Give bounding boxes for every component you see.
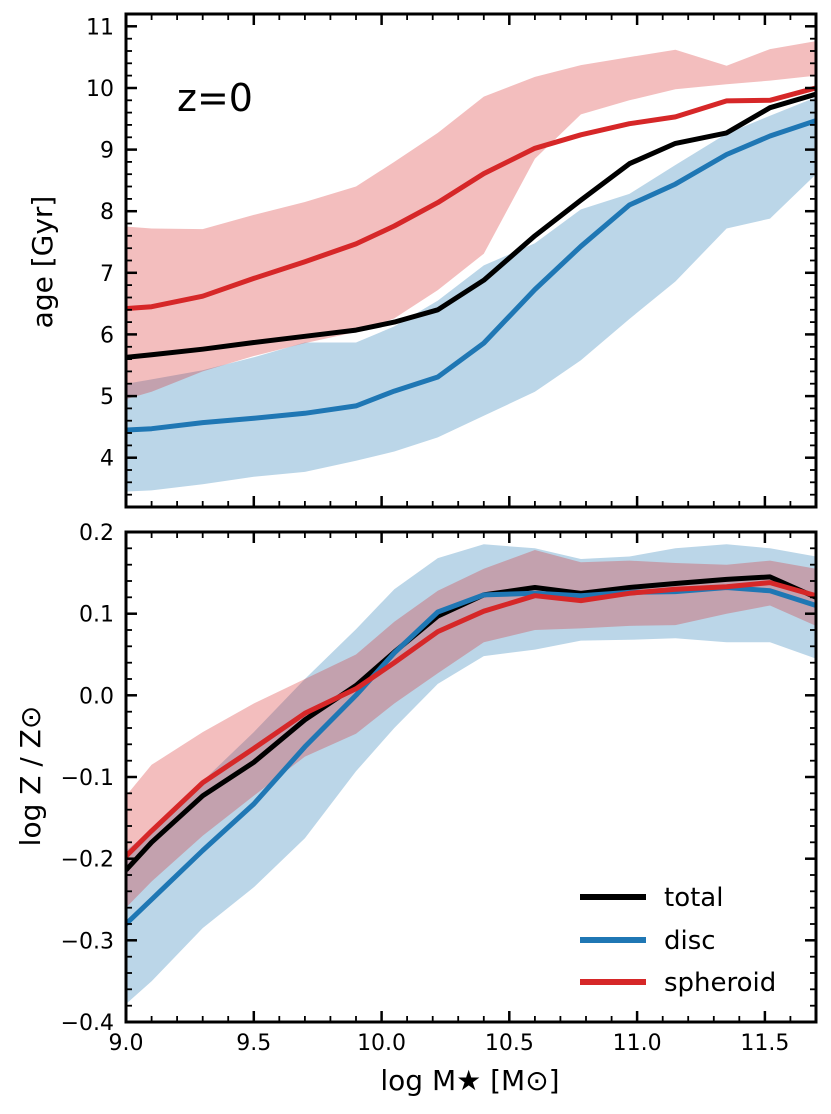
y-tick-label: 4: [100, 447, 114, 472]
age-scatter-bands: [126, 41, 816, 492]
x-tick-label: 11.5: [740, 1031, 789, 1056]
y-tick-label: 0.2: [79, 521, 114, 546]
y-tick-label: 8: [100, 200, 114, 225]
legend-label-disc: disc: [664, 926, 716, 956]
age-plot-frame: [124, 12, 818, 509]
y-tick-label: −0.3: [61, 929, 114, 954]
y-tick-label: −0.2: [61, 848, 114, 873]
metallicity-lines: [126, 574, 816, 926]
metallicity-plot-frame: [124, 530, 818, 1024]
y-tick-label: −0.4: [61, 1011, 114, 1036]
disc-band: [126, 97, 816, 492]
age-panel: 4 5 6 7 8 9 10 11 z=0 age [Gyr]: [26, 12, 818, 509]
x-tick-label: 9.5: [236, 1031, 271, 1056]
metallicity-y-axis-label: log Z / Z⊙: [14, 706, 47, 847]
redshift-annotation: z=0: [177, 76, 253, 120]
legend: total disc spheroid: [580, 883, 776, 998]
y-tick-label: 0.1: [79, 603, 114, 628]
spheroid-line: [126, 85, 816, 312]
y-tick-label: 10: [86, 77, 114, 102]
y-tick-label: 6: [100, 323, 114, 348]
y-tick-label: −0.1: [61, 766, 114, 791]
y-tick-label: 11: [86, 15, 114, 40]
x-tick-label: 9.0: [109, 1031, 144, 1056]
age-y-axis-label: age [Gyr]: [26, 196, 59, 329]
metallicity-panel: −0.4 −0.3 −0.2 −0.1 0.0 0.1 0.2 9.0 9.5 10.0 10.5 1…: [14, 521, 818, 1097]
x-tick-label: 11.0: [613, 1031, 662, 1056]
y-tick-label: 7: [100, 262, 114, 287]
disc-line: [126, 118, 816, 433]
stellar-mass-x-axis-label: log M★ [M⊙]: [380, 1064, 559, 1097]
total-line: [126, 91, 816, 360]
x-tick-label: 10.0: [357, 1031, 406, 1056]
age-lines: [126, 85, 816, 433]
legend-label-spheroid: spheroid: [664, 968, 776, 998]
spheroid-band: [126, 41, 816, 400]
y-tick-label: 0.0: [79, 684, 114, 709]
legend-label-total: total: [664, 883, 723, 913]
y-tick-label: 9: [100, 139, 114, 164]
y-tick-label: 5: [100, 385, 114, 410]
x-tick-label: 10.5: [485, 1031, 534, 1056]
spheroid-line: [126, 580, 816, 858]
